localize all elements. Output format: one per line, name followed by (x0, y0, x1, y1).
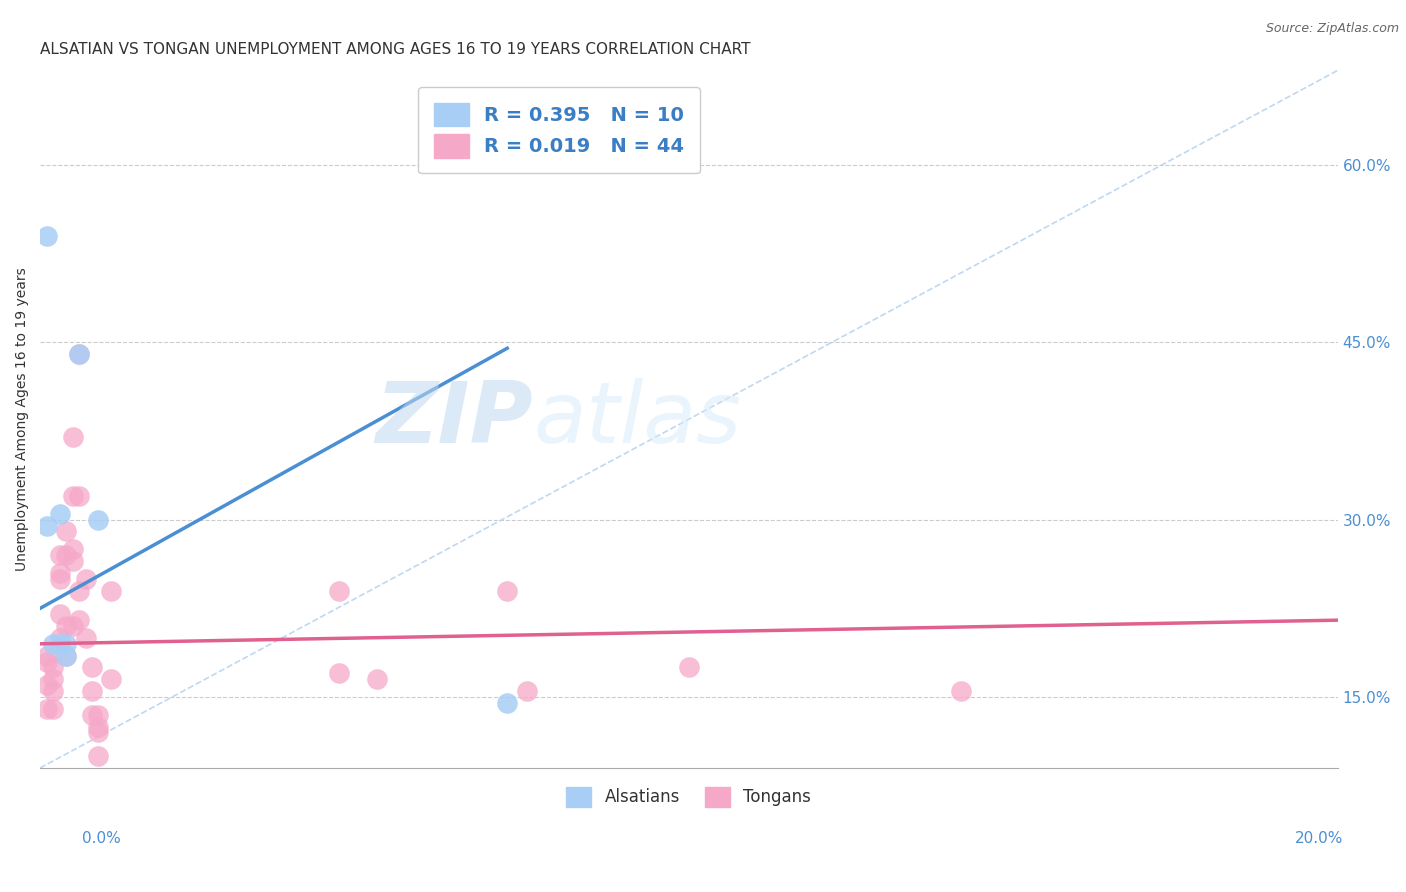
Point (35, 229, 58, 244)
Point (48, 507, 70, 521)
Point (516, 684, 538, 698)
Point (87, 720, 110, 734)
Point (55, 648, 77, 663)
Point (67, 583, 90, 598)
Point (48, 566, 70, 580)
Text: 20.0%: 20.0% (1295, 831, 1343, 846)
Point (35, 702, 58, 716)
Text: ALSATIAN VS TONGAN UNEMPLOYMENT AMONG AGES 16 TO 19 YEARS CORRELATION CHART: ALSATIAN VS TONGAN UNEMPLOYMENT AMONG AG… (41, 42, 751, 57)
Point (48, 548, 70, 562)
Text: 0.0%: 0.0% (82, 831, 121, 846)
Point (75, 631, 97, 645)
Point (35, 648, 58, 663)
Text: ZIP: ZIP (375, 377, 533, 460)
Point (62, 554, 84, 568)
Point (42, 660, 65, 674)
Point (55, 648, 77, 663)
Point (80, 707, 103, 722)
Point (67, 489, 90, 503)
Y-axis label: Unemployment Among Ages 16 to 19 years: Unemployment Among Ages 16 to 19 years (15, 268, 30, 571)
Point (42, 702, 65, 716)
Point (67, 347, 90, 361)
Point (87, 749, 110, 764)
Point (496, 696, 519, 710)
Point (328, 583, 350, 598)
Point (35, 655, 58, 669)
Point (328, 666, 350, 681)
Point (42, 637, 65, 651)
Point (62, 619, 84, 633)
Point (87, 513, 110, 527)
Point (496, 583, 519, 598)
Point (80, 684, 103, 698)
Point (100, 583, 122, 598)
Point (67, 347, 90, 361)
Point (55, 548, 77, 562)
Point (48, 607, 70, 622)
Legend: Alsatians, Tongans: Alsatians, Tongans (558, 779, 820, 815)
Point (100, 673, 122, 687)
Point (80, 660, 103, 674)
Point (366, 673, 388, 687)
Point (62, 489, 84, 503)
Point (87, 725, 110, 739)
Point (42, 684, 65, 698)
Point (87, 707, 110, 722)
Text: Source: ZipAtlas.com: Source: ZipAtlas.com (1265, 22, 1399, 36)
Point (62, 430, 84, 444)
Point (75, 572, 97, 586)
Point (678, 660, 700, 674)
Point (55, 637, 77, 651)
Point (35, 678, 58, 692)
Point (62, 542, 84, 557)
Point (48, 631, 70, 645)
Point (42, 673, 65, 687)
Point (950, 684, 973, 698)
Point (55, 524, 77, 539)
Point (35, 518, 58, 533)
Text: atlas: atlas (533, 377, 741, 460)
Point (48, 637, 70, 651)
Point (55, 619, 77, 633)
Point (48, 572, 70, 586)
Point (67, 613, 90, 627)
